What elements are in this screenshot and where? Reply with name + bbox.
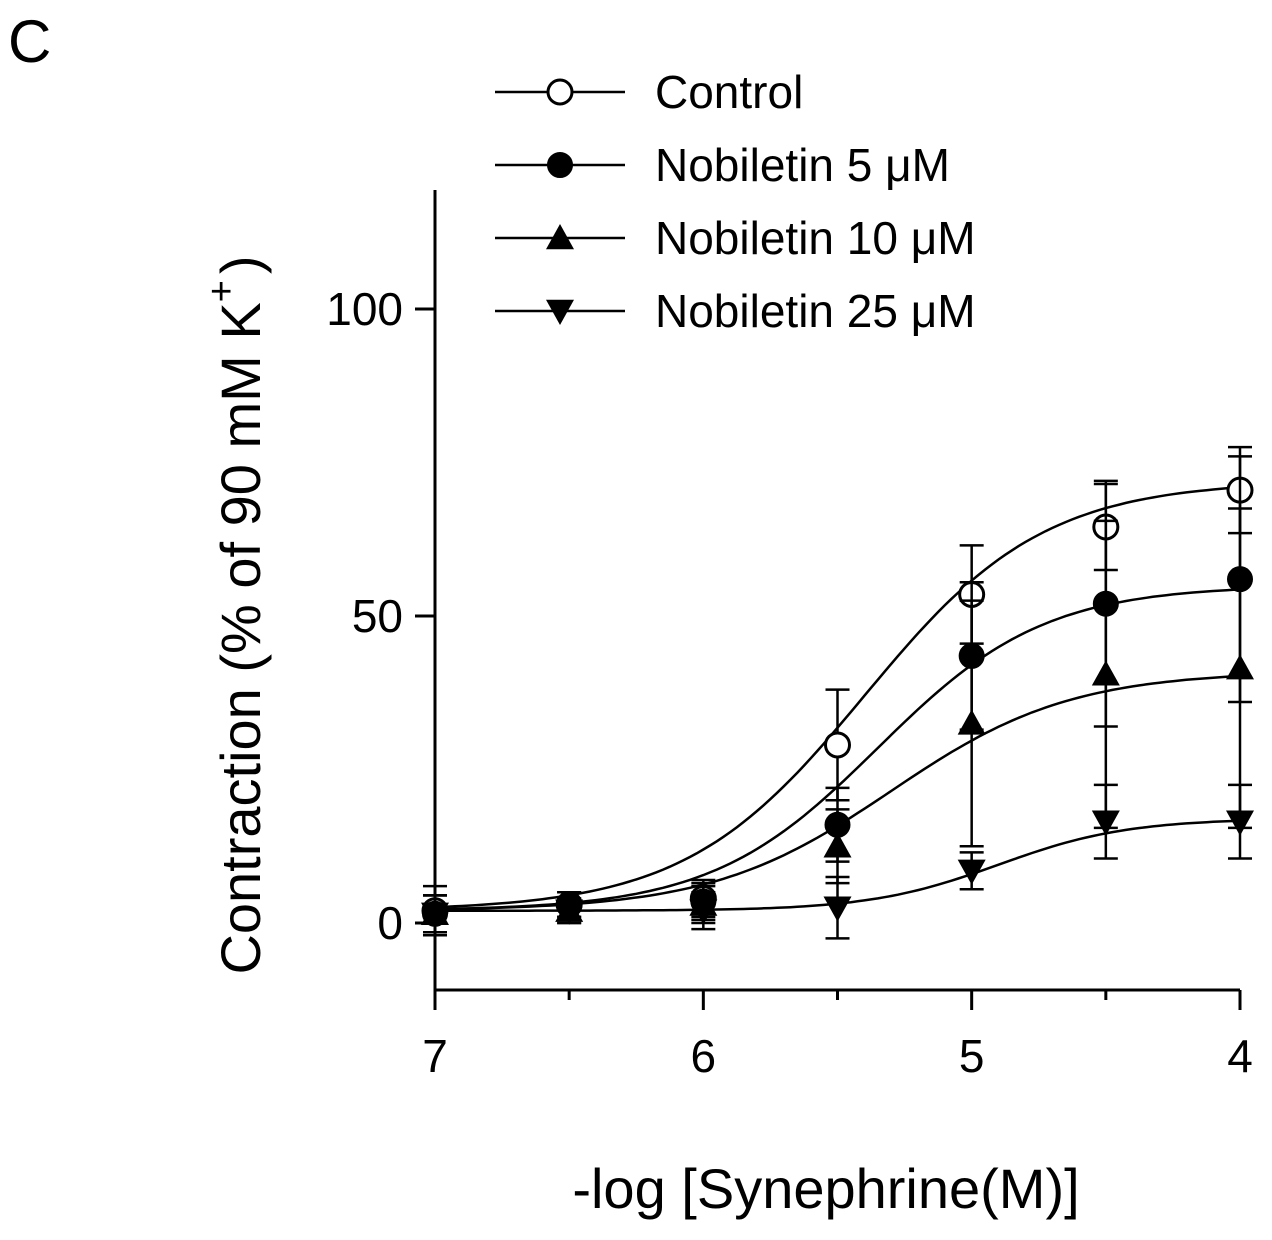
x-tick-label: 7 (422, 1030, 448, 1082)
legend-entry: Nobiletin 5 μM (495, 139, 950, 191)
ticks: 7 6 5 4 0 50 100 (326, 283, 1253, 1082)
x-tick-label: 6 (691, 1030, 717, 1082)
legend-entry: Control (495, 66, 803, 118)
data-point (823, 832, 852, 858)
data-point (689, 899, 718, 925)
legend-marker (546, 78, 574, 106)
y-tick-label: 100 (326, 283, 403, 335)
data-point (824, 731, 851, 759)
y-axis-title-close: ) (209, 255, 272, 274)
y-axis-title-superscript: + (201, 280, 243, 302)
data-point (1226, 810, 1254, 836)
data-point (1226, 654, 1254, 680)
y-tick-label: 50 (352, 590, 403, 642)
data-point (1091, 660, 1120, 686)
panel-label: C (8, 8, 51, 75)
legend-entry: Nobiletin 10 μM (495, 212, 976, 264)
legend-entry: Nobiletin 25 μM (495, 285, 976, 337)
legend-label: Control (655, 66, 803, 118)
legend: Control Nobiletin 5 μM Nobiletin 10 μM Nobi… (495, 66, 976, 337)
legend-marker (546, 299, 574, 325)
legend-label: Nobiletin 10 μM (655, 212, 976, 264)
series-4 (421, 783, 1254, 940)
data-point (957, 709, 986, 735)
data-point (957, 859, 986, 885)
x-axis-title: -log [Synephrine(M)] (572, 1157, 1079, 1220)
data-point (421, 902, 449, 928)
legend-label: Nobiletin 25 μM (655, 285, 976, 337)
legend-marker (547, 152, 573, 178)
series-layer (421, 445, 1254, 940)
data-point (1091, 810, 1120, 836)
y-axis-title-main: Contraction (% of 90 mM K (209, 302, 272, 974)
y-axis-title: Contraction (% of 90 mM K+) (201, 255, 272, 974)
legend-marker (546, 224, 574, 250)
data-point (823, 896, 852, 922)
y-tick-label: 0 (377, 897, 403, 949)
x-tick-label: 5 (959, 1030, 985, 1082)
x-tick-label: 4 (1227, 1030, 1253, 1082)
data-point (555, 899, 584, 925)
legend-label: Nobiletin 5 μM (655, 139, 950, 191)
